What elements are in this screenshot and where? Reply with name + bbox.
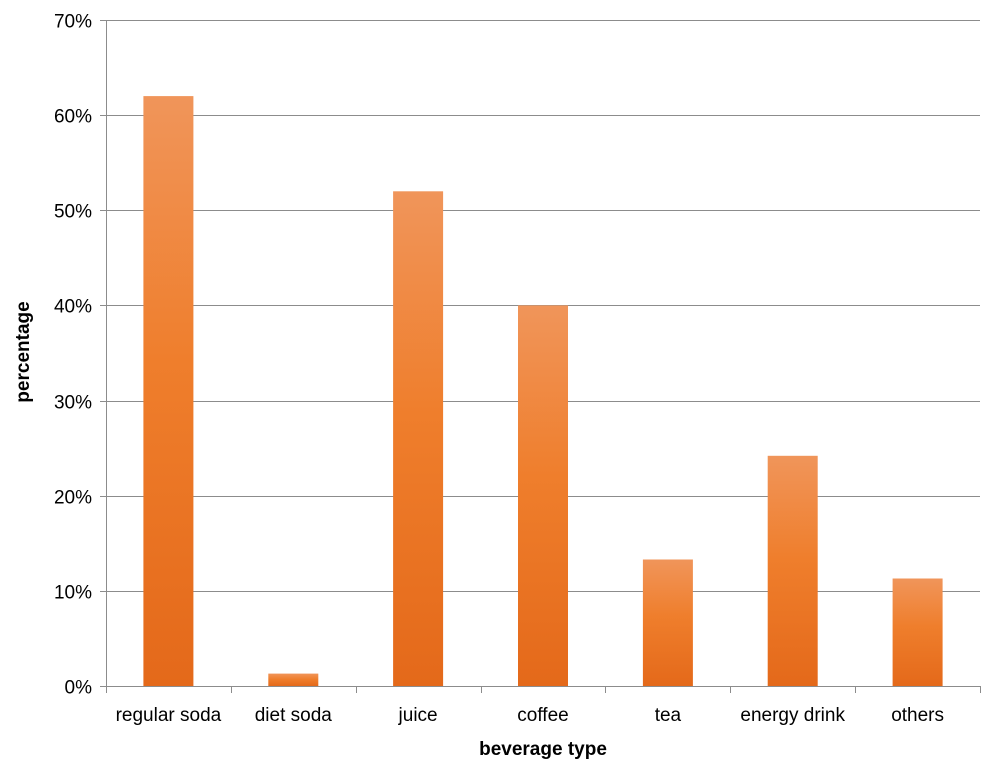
y-tick-label: 20% — [54, 488, 92, 509]
x-tick-label: diet soda — [255, 705, 333, 726]
x-tick-label: others — [891, 705, 944, 726]
bar-juice — [393, 191, 444, 687]
x-tick-labels: regular soda diet soda juice coffee tea energ… — [116, 705, 944, 726]
y-tick-label: 10% — [54, 583, 92, 604]
y-tick-label: 0% — [65, 678, 93, 699]
y-tick-label: 70% — [54, 12, 92, 33]
x-tick-label: juice — [398, 705, 438, 726]
bar-others — [892, 578, 943, 686]
x-tick-label: coffee — [517, 705, 568, 726]
y-tick-label: 40% — [54, 297, 92, 318]
bar-regular-soda — [143, 96, 194, 687]
x-tick-label: tea — [655, 705, 682, 726]
x-tick-label: regular soda — [116, 705, 222, 726]
x-tick-label: energy drink — [740, 705, 845, 726]
y-tick-label: 50% — [54, 202, 92, 223]
y-tick-label: 60% — [54, 107, 92, 128]
bar-tea — [642, 559, 693, 686]
x-axis-title: beverage type — [479, 739, 607, 760]
y-axis-title: percentage — [13, 301, 34, 402]
bars — [143, 96, 943, 687]
bar-energy-drink — [767, 455, 818, 686]
y-tick-labels: 0% 10% 20% 30% 40% 50% 60% 70% — [54, 12, 92, 699]
bar-diet-soda — [268, 673, 319, 686]
y-tick-label: 30% — [54, 393, 92, 414]
bar-coffee — [518, 305, 568, 686]
